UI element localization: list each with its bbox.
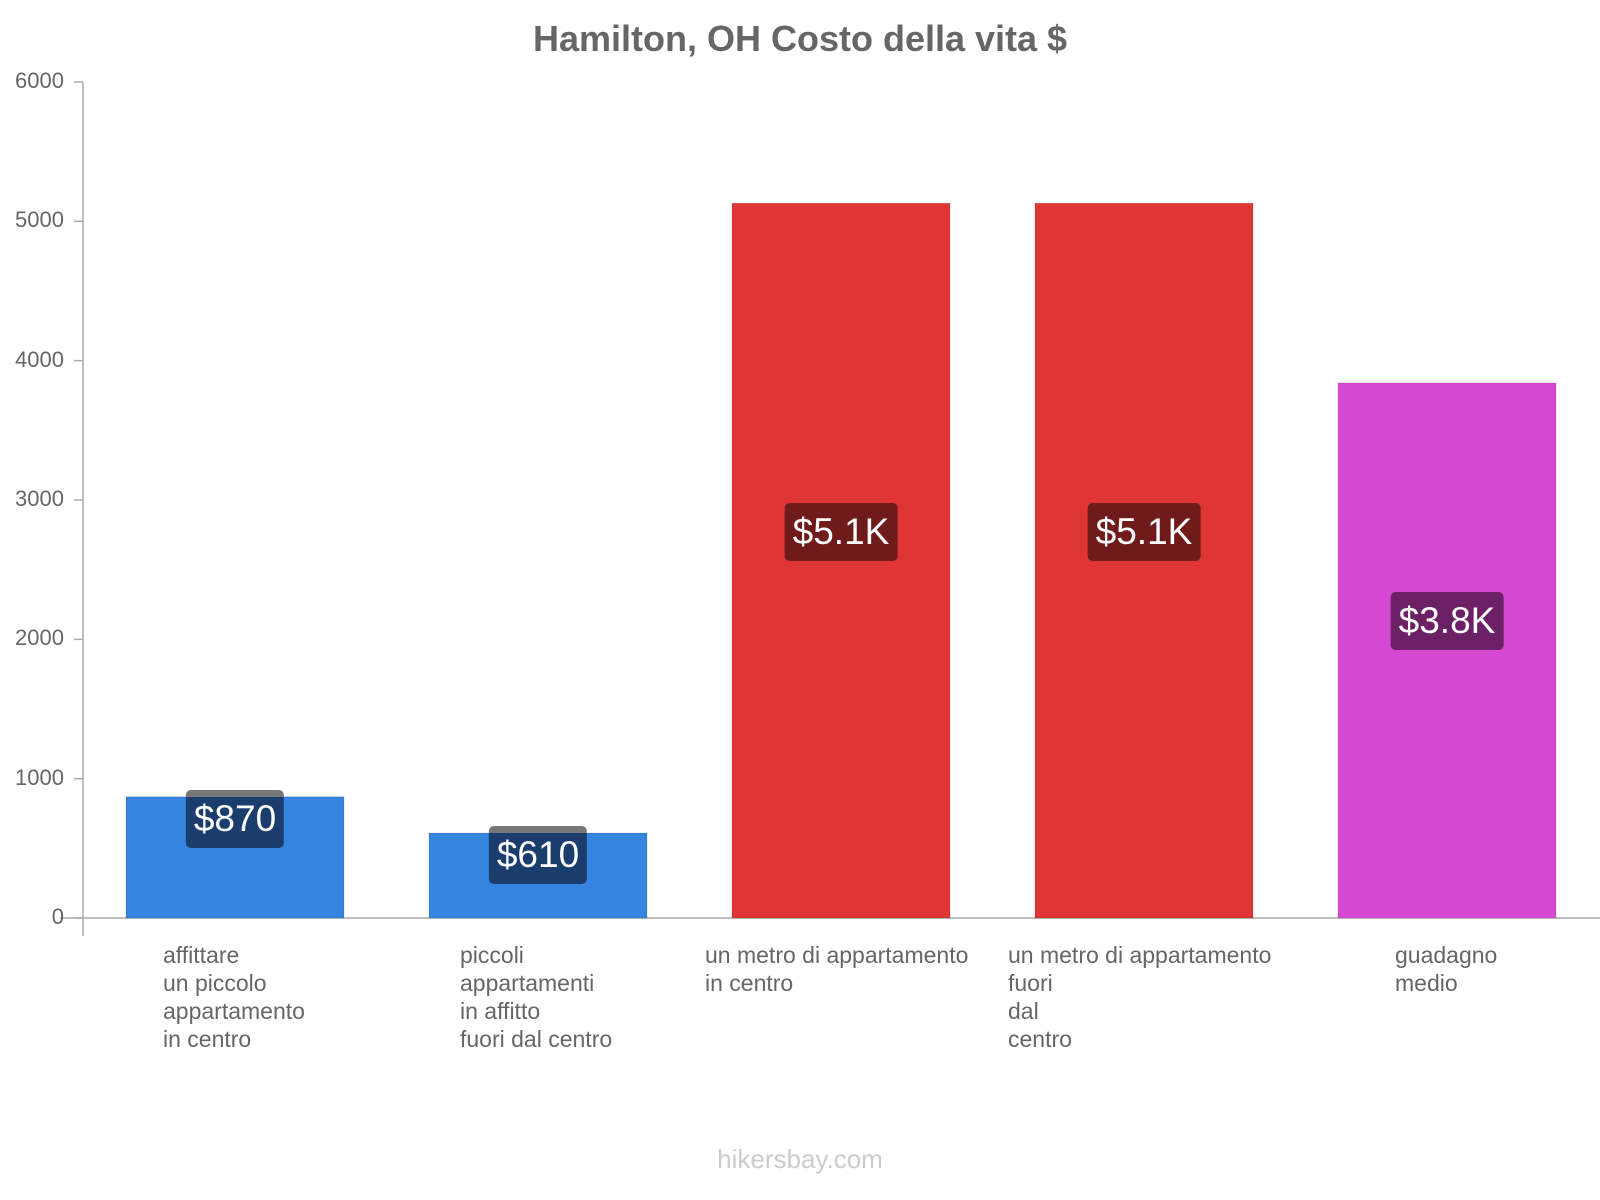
y-tick-label: 3000 <box>15 486 64 511</box>
y-tick-label: 6000 <box>15 68 64 93</box>
bar <box>731 202 951 919</box>
y-tick-label: 1000 <box>15 764 64 790</box>
bar-value-label: $3.8K <box>1390 592 1504 651</box>
bar-value-label: $5.1K <box>784 502 898 561</box>
bar-value-label: $610 <box>488 826 588 884</box>
x-category-label: affittare un piccolo appartamento in cen… <box>163 942 305 1052</box>
y-tick-label: 2000 <box>15 625 64 651</box>
footer-watermark: hikersbay.com <box>717 1144 883 1174</box>
bar-value-label: $5.1K <box>1087 502 1201 561</box>
bar <box>1337 382 1557 919</box>
bar-value-label: $870 <box>185 789 285 848</box>
x-category-label: un metro di appartamento in centro <box>705 942 969 996</box>
y-tick-label: 0 <box>51 904 64 929</box>
bar <box>1034 202 1254 919</box>
y-tick-label: 5000 <box>15 207 64 233</box>
x-category-label: un metro di appartamento fuori dal centr… <box>1008 942 1272 1052</box>
y-tick-label: 4000 <box>15 346 64 372</box>
chart-title: Hamilton, OH Costo della vita $ <box>532 18 1068 59</box>
x-category-label: piccoli appartamenti in affitto fuori da… <box>460 942 613 1052</box>
x-category-label: guadagno medio <box>1395 942 1498 996</box>
